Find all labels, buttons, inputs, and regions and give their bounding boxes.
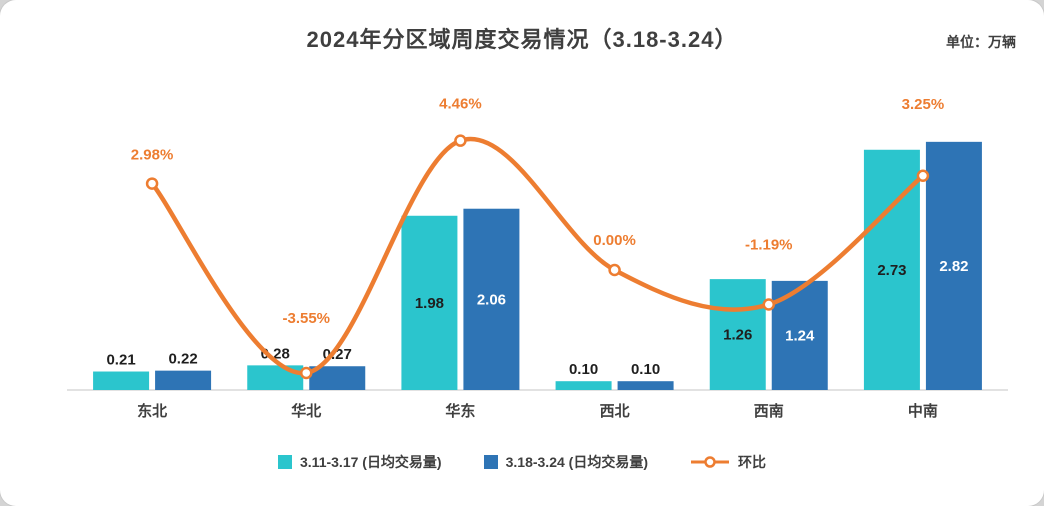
- legend-swatch-cyan-icon: [278, 455, 292, 469]
- legend: 3.11-3.17 (日均交易量) 3.18-3.24 (日均交易量) 环比: [0, 452, 1044, 472]
- bar-value-label: 0.10: [631, 361, 660, 378]
- ratio-point-marker: [300, 366, 313, 380]
- unit-label: 单位：万辆: [946, 34, 1016, 50]
- category-label: 东北: [137, 402, 167, 420]
- category-label: 中南: [908, 402, 938, 420]
- bar-value-label: 1.26: [723, 327, 752, 344]
- bar-week2: [925, 141, 982, 390]
- bar-value-label: 2.82: [939, 258, 968, 275]
- legend-swatch-blue-icon: [483, 455, 498, 469]
- bar-week2: [155, 370, 212, 390]
- bar-value-label: 2.73: [877, 262, 906, 279]
- bar-value-label: 0.28: [261, 345, 290, 362]
- bar-value-label: 1.24: [785, 327, 815, 344]
- ratio-value-label: 3.25%: [902, 96, 945, 113]
- bar-week1: [555, 381, 612, 390]
- ratio-value-label: -3.55%: [282, 310, 330, 327]
- legend-line-marker-icon: [690, 456, 729, 468]
- ratio-point-marker: [762, 298, 775, 311]
- bar-value-label: 0.22: [168, 351, 197, 368]
- ratio-point-marker: [454, 134, 467, 147]
- bar-value-label: 0.10: [569, 361, 598, 378]
- bar-value-label: 1.98: [415, 295, 444, 312]
- ratio-value-label: 2.98%: [131, 147, 174, 164]
- bar-week2: [463, 208, 520, 390]
- legend-label-ratio: 环比: [737, 454, 766, 470]
- bar-week1: [93, 371, 150, 390]
- bar-week2: [617, 381, 674, 390]
- bar-week1: [401, 215, 458, 390]
- ratio-point-marker: [608, 263, 621, 277]
- ratio-line: [149, 136, 926, 376]
- bar-week1: [709, 279, 766, 390]
- category-label: 华东: [445, 402, 475, 420]
- legend-item-week2: 3.18-3.24 (日均交易量): [483, 452, 648, 472]
- category-label: 华北: [291, 402, 321, 420]
- legend-label-week2: 3.18-3.24 (日均交易量): [505, 454, 648, 470]
- bar-week2: [309, 366, 366, 390]
- chart-title: 2024年分区域周度交易情况（3.18-3.24）: [306, 27, 738, 52]
- category-label: 西北: [600, 403, 630, 420]
- ratio-value-label: 4.46%: [439, 96, 482, 113]
- bar-week1: [247, 365, 304, 390]
- ratio-point-marker: [145, 177, 159, 190]
- category-label: 西南: [754, 402, 784, 420]
- legend-label-week1: 3.11-3.17 (日均交易量): [300, 454, 442, 470]
- bar-value-label: 0.21: [106, 352, 135, 369]
- ratio-value-label: -1.19%: [745, 237, 793, 254]
- legend-item-ratio: 环比: [690, 452, 766, 472]
- ratio-point-marker: [916, 169, 930, 182]
- ratio-value-label: 0.00%: [593, 232, 636, 249]
- legend-item-week1: 3.11-3.17 (日均交易量): [278, 452, 442, 472]
- bar-value-label: 2.06: [477, 291, 506, 308]
